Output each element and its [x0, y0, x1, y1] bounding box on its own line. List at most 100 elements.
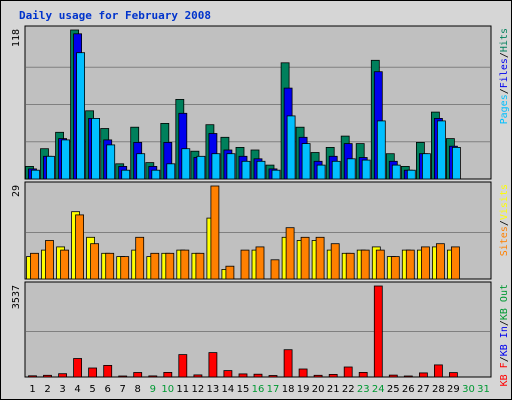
bar-kbytes-day-11 [178, 354, 188, 378]
legend-item: / [499, 52, 510, 58]
bar-kbytes-day-9 [148, 375, 158, 378]
bar-pages-day-7 [121, 169, 131, 180]
bar-sites-day-19 [300, 236, 310, 280]
bar-pages-day-19 [301, 143, 311, 180]
bar-pages-day-18 [286, 115, 296, 180]
bar-kbytes-day-23 [358, 371, 368, 378]
bar-kbytes-day-8 [133, 372, 143, 378]
legend-pages-files-hits: Pages/Files/Hits [499, 28, 510, 124]
legend-item: Files [499, 58, 510, 88]
bar-sites-day-20 [315, 236, 325, 280]
bar-pages-day-14 [226, 153, 236, 180]
bar-pages-day-29 [451, 146, 461, 180]
bar-sites-day-26 [405, 249, 415, 280]
legend-item: KB Out [499, 284, 510, 320]
bar-kbytes-day-14 [223, 370, 233, 378]
x-tick-day-31: 31 [477, 384, 490, 395]
bar-kbytes-day-3 [58, 373, 67, 378]
bar-pages-day-15 [241, 160, 251, 180]
bar-sites-day-6 [105, 252, 115, 280]
bar-pages-day-6 [106, 144, 116, 180]
panel-visits-sites: 29 Sites/Visits [11, 181, 510, 280]
x-tick-day-30: 30 [462, 384, 475, 395]
bar-sites-day-8 [135, 236, 145, 280]
bar-sites-day-12 [195, 252, 205, 280]
legend-kbytes: KB F/KB In/KB Out [499, 284, 510, 386]
bar-pages-day-23 [361, 159, 371, 180]
bar-pages-day-11 [181, 148, 191, 180]
bar-pages-day-21 [331, 160, 341, 180]
y-max-label: 29 [11, 185, 22, 197]
bar-sites-day-25 [390, 256, 400, 280]
bar-sites-day-11 [180, 249, 190, 280]
bar-pages-day-24 [376, 120, 386, 180]
plot-area [24, 281, 492, 378]
legend-item: / [499, 356, 510, 362]
x-tick-day-28: 28 [432, 384, 445, 395]
bar-pages-day-25 [391, 164, 401, 180]
bar-sites-day-5 [90, 243, 99, 280]
bar-pages-day-28 [436, 120, 446, 180]
bar-sites-day-18 [285, 227, 295, 280]
bar-sites-day-9 [150, 252, 160, 280]
x-tick-day-23: 23 [357, 384, 370, 395]
x-tick-day-11: 11 [176, 384, 189, 395]
x-tick-day-7: 7 [120, 384, 126, 395]
legend-item: Hits [499, 28, 510, 52]
bar-kbytes-day-18 [283, 349, 293, 378]
bar-kbytes-day-20 [313, 374, 323, 378]
bar-kbytes-day-26 [403, 375, 413, 378]
y-max-label: 3537 [11, 285, 22, 309]
legend-item: KB F [499, 362, 510, 386]
bar-pages-day-2 [46, 155, 55, 180]
legend-item: Visits [499, 184, 510, 220]
x-tick-day-18: 18 [282, 384, 295, 395]
bar-sites-day-22 [345, 252, 355, 280]
bar-kbytes-day-12 [193, 374, 203, 378]
bar-pages-day-13 [211, 153, 221, 180]
bar-kbytes-day-21 [328, 373, 338, 378]
bar-pages-day-27 [421, 153, 431, 180]
bar-kbytes-day-2 [43, 374, 52, 378]
bar-sites-day-23 [360, 249, 370, 280]
bar-kbytes-day-29 [448, 372, 458, 378]
bar-pages-day-26 [406, 169, 416, 180]
bar-pages-day-17 [271, 169, 281, 180]
bar-sites-day-21 [330, 243, 340, 280]
bar-pages-day-12 [196, 155, 206, 180]
bar-sites-day-24 [375, 249, 385, 280]
bar-kbytes-day-27 [418, 372, 428, 378]
x-tick-day-8: 8 [135, 384, 141, 395]
legend-item: KB In [499, 326, 510, 356]
bar-sites-day-16 [255, 246, 265, 280]
bar-pages-day-20 [316, 164, 326, 180]
bar-kbytes-day-13 [208, 352, 218, 378]
legend-item: Pages [499, 94, 510, 124]
bar-sites-day-4 [75, 214, 84, 280]
x-tick-day-3: 3 [59, 384, 65, 395]
bar-kbytes-day-16 [253, 373, 263, 378]
bar-kbytes-day-19 [298, 368, 308, 378]
bar-kbytes-day-1 [28, 375, 37, 378]
x-tick-day-21: 21 [327, 384, 340, 395]
x-tick-day-10: 10 [161, 384, 174, 395]
x-tick-day-2: 2 [44, 384, 50, 395]
bar-pages-day-1 [31, 169, 40, 180]
x-tick-day-19: 19 [297, 384, 310, 395]
bar-sites-day-3 [60, 249, 69, 280]
bar-pages-day-9 [151, 169, 161, 180]
bar-kbytes-day-6 [103, 364, 113, 378]
x-tick-day-17: 17 [267, 384, 280, 395]
bar-sites-day-2 [45, 240, 54, 280]
bar-kbytes-day-7 [118, 375, 128, 378]
x-tick-day-14: 14 [222, 384, 235, 395]
x-tick-day-15: 15 [237, 384, 250, 395]
x-tick-day-24: 24 [372, 384, 385, 395]
y-max-label: 118 [11, 29, 22, 47]
bar-kbytes-day-10 [163, 371, 173, 378]
legend-visits-sites: Sites/Visits [499, 184, 510, 256]
legend-item: Sites [499, 226, 510, 256]
bar-kbytes-day-15 [238, 373, 248, 378]
